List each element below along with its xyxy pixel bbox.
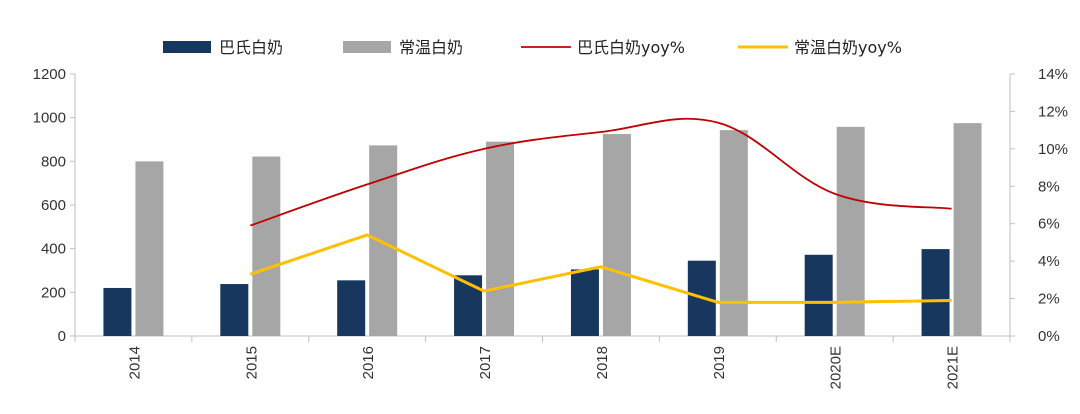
bar-series	[103, 249, 950, 336]
line-series	[250, 117, 952, 227]
bar	[135, 161, 164, 336]
bar	[103, 287, 132, 336]
x-tick-label: 2014	[126, 346, 143, 379]
y-right-tick-label: 8%	[1038, 178, 1060, 195]
x-tick-label: 2015	[243, 346, 260, 379]
bar	[836, 126, 865, 336]
legend-item: 常温白奶yoy%	[738, 38, 902, 57]
x-tick-label: 2018	[594, 346, 611, 379]
legend-item: 巴氏白奶yoy%	[521, 38, 685, 57]
y-left-tick-label: 600	[41, 197, 66, 214]
bar	[804, 254, 833, 336]
x-tick-label: 2019	[711, 346, 728, 379]
y-right-tick-label: 0%	[1038, 328, 1060, 345]
legend-label: 巴氏白奶	[219, 38, 283, 57]
bar	[220, 284, 249, 336]
y-left-tick-label: 200	[41, 284, 66, 301]
y-left-tick-label: 1000	[33, 110, 66, 127]
legend-label: 常温白奶yoy%	[794, 38, 902, 57]
legend-item: 巴氏白奶	[163, 38, 283, 57]
legend-swatch	[163, 41, 211, 53]
y-left-tick-label: 1200	[33, 66, 66, 83]
bars	[103, 123, 982, 336]
y-right-tick-label: 4%	[1038, 253, 1060, 270]
y-left-tick-label: 800	[41, 153, 66, 170]
legend-label: 巴氏白奶yoy%	[577, 38, 685, 57]
bar	[454, 275, 483, 336]
legend-label: 常温白奶	[399, 38, 463, 57]
bar	[252, 156, 281, 336]
bar	[369, 145, 398, 336]
x-axis-ticks: 2014 2015 2016 2017 2018 2019 2020E 2021E	[74, 336, 1011, 389]
bar	[953, 123, 982, 336]
legend-item: 常温白奶	[343, 38, 463, 57]
bar	[570, 269, 599, 336]
lines	[249, 117, 952, 304]
bar-series	[135, 123, 982, 336]
x-tick-label: 2020E	[828, 346, 845, 389]
bar	[337, 280, 366, 336]
y-right-tick-label: 6%	[1038, 216, 1060, 233]
bar	[602, 134, 631, 336]
axes: 0 200 400 600 800 1000 1200 0% 2% 4% 6% 8% 10% 12% 14%	[33, 66, 1068, 345]
legend-swatch	[343, 41, 391, 53]
legend: 巴氏白奶 常温白奶 巴氏白奶yoy% 常温白奶yoy%	[163, 38, 902, 57]
y-left-tick-label: 0	[58, 328, 66, 345]
x-tick-label: 2016	[360, 346, 377, 379]
x-tick-label: 2017	[477, 346, 494, 379]
line-series	[249, 233, 952, 304]
x-tick-label: 2021E	[945, 346, 962, 389]
bar	[486, 141, 515, 336]
y-right-tick-label: 2%	[1038, 291, 1060, 308]
y-right-tick-label: 14%	[1038, 66, 1068, 83]
y-right-tick-label: 10%	[1038, 141, 1068, 158]
y-left-tick-label: 400	[41, 241, 66, 258]
bar	[719, 130, 748, 336]
y-right-tick-label: 12%	[1038, 103, 1068, 120]
bar	[921, 249, 950, 336]
